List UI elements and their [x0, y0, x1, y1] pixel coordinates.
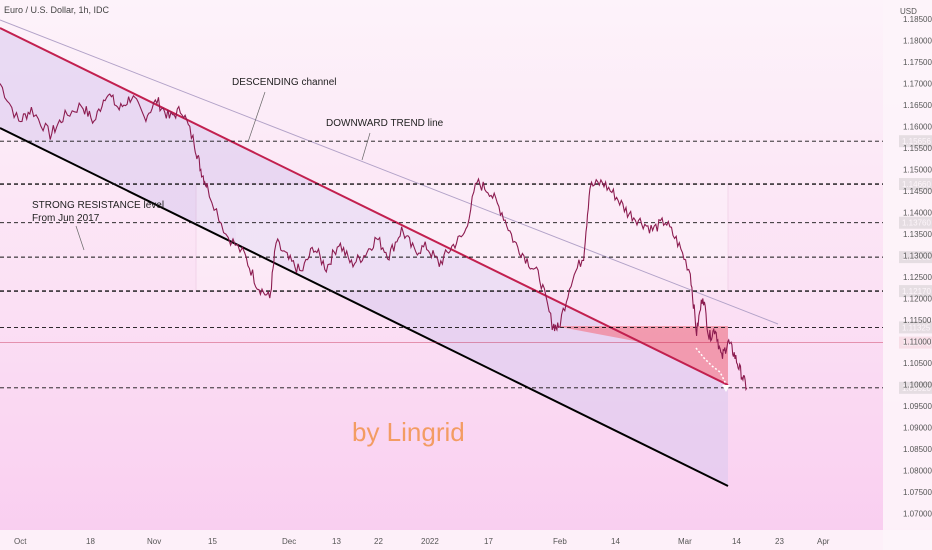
annotations: DESCENDING channel DOWNWARD TREND line STR… [32, 77, 444, 251]
annotation-from-jun-2017: From Jun 2017 [32, 213, 100, 224]
price-series [0, 83, 748, 392]
x-tick-3: 15 [208, 537, 217, 546]
y-tick-6: 1.15500 [903, 144, 932, 153]
y-tick-14: 1.11500 [903, 316, 932, 325]
annotation-descending-channel: DESCENDING channel [232, 77, 336, 88]
y-axis-bg [883, 0, 932, 550]
x-tick-11: Mar [678, 537, 692, 546]
projection-path [695, 347, 727, 385]
x-tick-8: 17 [484, 537, 493, 546]
y-tick-13: 1.12000 [903, 294, 932, 303]
y-tick-22: 1.07500 [903, 488, 932, 497]
y-tick-4: 1.16500 [903, 101, 932, 110]
watermark: by Lingrid [352, 417, 465, 447]
chart-title: Euro / U.S. Dollar, 1h, IDC [4, 5, 110, 15]
y-tick-8: 1.14500 [903, 187, 932, 196]
y-tick-1: 1.18000 [903, 36, 932, 45]
channel-lower-line [0, 127, 729, 487]
y-tick-19: 1.09000 [903, 423, 932, 432]
y-tick-16: 1.10500 [903, 359, 932, 368]
y-tick-17: 1.10000 [903, 380, 932, 389]
x-tick-1: 18 [86, 537, 95, 546]
x-tick-12: 14 [732, 537, 741, 546]
x-axis-bg [0, 530, 932, 550]
x-axis: Oct 18 Nov 15 Dec 13 22 2022 17 Feb 14 Mar 14 23 Apr [0, 530, 932, 550]
y-tick-11: 1.13000 [903, 251, 932, 260]
annotation-arrow-2 [361, 132, 371, 161]
x-tick-5: 13 [332, 537, 341, 546]
y-tick-9: 1.14000 [903, 208, 932, 217]
annotation-downward-trend: DOWNWARD TREND line [326, 118, 444, 129]
x-tick-13: 23 [775, 537, 784, 546]
currency-label: USD [900, 7, 917, 16]
y-tick-3: 1.17000 [903, 79, 932, 88]
x-tick-7: 2022 [421, 537, 439, 546]
y-tick-5: 1.16000 [903, 122, 932, 131]
y-tick-15: 1.11000 [903, 337, 932, 346]
y-tick-12: 1.12500 [903, 273, 932, 282]
target-zone [555, 326, 728, 385]
x-tick-14: Apr [817, 537, 830, 546]
y-tick-21: 1.08000 [903, 466, 932, 475]
x-tick-6: 22 [374, 537, 383, 546]
x-tick-2: Nov [147, 537, 161, 546]
y-tick-23: 1.07000 [903, 509, 932, 518]
x-tick-0: Oct [14, 537, 27, 546]
y-tick-0: 1.18500 [903, 15, 932, 24]
annotation-arrow-3 [75, 225, 85, 251]
y-tick-20: 1.08500 [903, 445, 932, 454]
annotation-strong-resistance: STRONG RESISTANCE level [32, 200, 164, 211]
y-tick-18: 1.09500 [903, 402, 932, 411]
channel-upper-line [0, 27, 729, 386]
annotation-arrow-1 [247, 91, 266, 143]
x-tick-10: 14 [611, 537, 620, 546]
downward-trend-line [0, 19, 779, 325]
x-tick-4: Dec [282, 537, 296, 546]
x-tick-9: Feb [553, 537, 567, 546]
target-marker [722, 385, 730, 392]
y-tick-7: 1.15000 [903, 165, 932, 174]
price-line [0, 83, 748, 392]
y-tick-10: 1.13500 [903, 230, 932, 239]
y-tick-2: 1.17500 [903, 58, 932, 67]
